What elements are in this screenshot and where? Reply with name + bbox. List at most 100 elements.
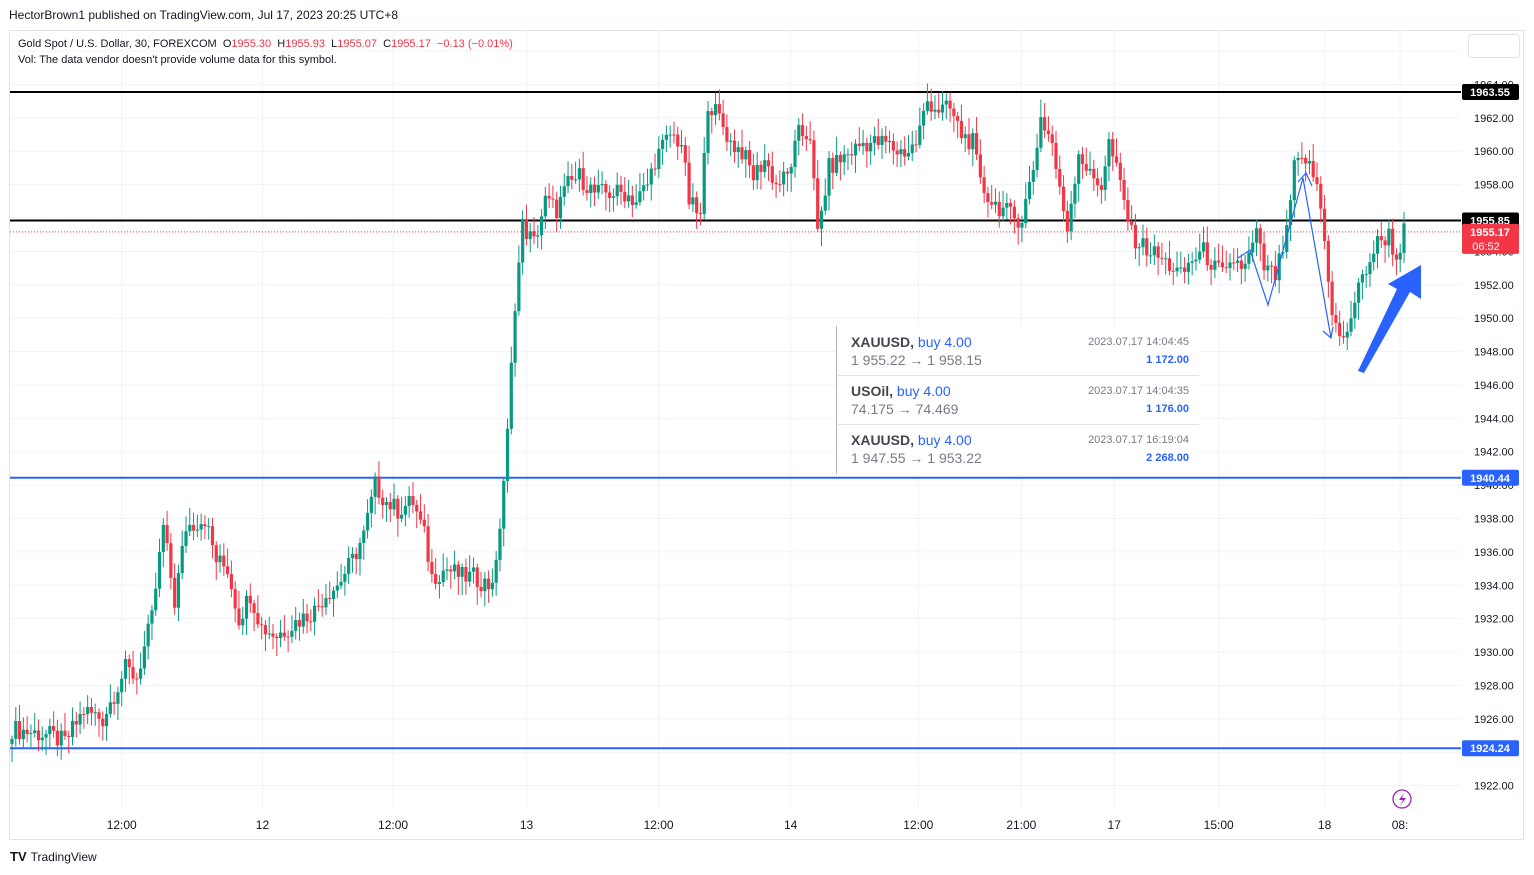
price-axis: 1966.001964.001962.001960.001958.001956.… (1474, 46, 1514, 793)
trade-row[interactable]: XAUUSD, buy 4.00 1 955.22 → 1 958.15 202… (837, 326, 1199, 376)
symbol-name[interactable]: Gold Spot / U.S. Dollar, 30, FOREXCOM (18, 38, 217, 50)
candle (589, 177, 593, 208)
candle (430, 548, 434, 583)
candle (1031, 161, 1035, 195)
candle (1213, 247, 1217, 279)
candle (1398, 243, 1402, 273)
candle-body (1319, 184, 1323, 209)
candle (918, 107, 922, 149)
candle-body (740, 147, 744, 160)
candle-body (157, 552, 162, 589)
candle (256, 595, 260, 629)
candle (827, 151, 831, 211)
candle-body (721, 113, 725, 128)
candle (131, 650, 135, 685)
high-value: 1955.93 (285, 38, 325, 50)
price-tick-label: 1934.00 (1474, 580, 1514, 592)
candle (445, 557, 449, 581)
candle-body (1224, 267, 1228, 269)
candle (800, 113, 805, 146)
candle (426, 513, 430, 572)
candle-body (154, 588, 158, 611)
candle-body (1326, 240, 1330, 282)
legend-line-symbol: Gold Spot / U.S. Dollar, 30, FOREXCOM O1… (18, 36, 513, 52)
price-tick-label: 1946.00 (1474, 380, 1514, 392)
candle (1322, 195, 1327, 250)
candle-body (1080, 154, 1085, 165)
candle-body (415, 504, 419, 512)
time-tick-label: 14 (784, 818, 798, 832)
candle-body (108, 702, 112, 714)
candle (1137, 243, 1141, 266)
grid-lines (10, 31, 1461, 809)
candle (1353, 291, 1357, 329)
candle-body (248, 595, 252, 604)
candle (59, 723, 63, 760)
time-tick-label: 15:00 (1204, 818, 1234, 832)
candle (1186, 253, 1190, 285)
candle-body (634, 202, 638, 205)
candle (63, 712, 67, 740)
candle (974, 116, 979, 161)
candle (150, 604, 154, 641)
candle (623, 177, 627, 209)
candle (551, 185, 555, 209)
candle-body (729, 140, 733, 142)
candle-body (191, 524, 196, 531)
candle-body (710, 111, 714, 116)
candle (210, 517, 215, 559)
candle (1224, 250, 1228, 273)
candle-body (422, 519, 426, 527)
candle (770, 151, 774, 191)
candle (1111, 131, 1115, 171)
candle-body (566, 175, 570, 187)
open-value: 1955.30 (231, 38, 272, 50)
candle-body (778, 184, 782, 186)
candle (729, 133, 733, 157)
candle (865, 137, 869, 168)
candle (1009, 198, 1013, 225)
candle (1160, 242, 1164, 266)
candle-body (479, 586, 483, 592)
candle-body (869, 142, 873, 152)
candle (653, 153, 657, 176)
candle-body (445, 569, 449, 571)
candle-body (1368, 262, 1372, 275)
candle-body (309, 621, 313, 623)
candle-body (286, 636, 290, 638)
price-tick-label: 1932.00 (1474, 614, 1514, 626)
candle (1092, 159, 1096, 192)
candle (759, 160, 763, 190)
close-label: C (383, 38, 392, 50)
candle-body (199, 524, 203, 530)
candle (1043, 102, 1047, 139)
high-label: H (277, 38, 286, 50)
candle (657, 136, 661, 179)
candle-body (297, 620, 302, 627)
candle-body (687, 162, 691, 205)
candle (93, 703, 97, 726)
candle-body (97, 712, 101, 719)
time-tick-label: 18 (1318, 818, 1332, 832)
candle-body (1160, 257, 1164, 259)
candle (793, 129, 797, 178)
candle-body (1024, 198, 1028, 223)
candle-body (725, 127, 729, 142)
candle-body (574, 179, 578, 181)
candle-body (808, 139, 812, 141)
tradingview-logo[interactable]: TV TradingView (10, 849, 97, 864)
candle (1296, 151, 1300, 176)
candle (642, 172, 646, 201)
trade-row[interactable]: XAUUSD, buy 4.00 1 947.55 → 1 953.22 202… (837, 424, 1199, 473)
candle-body (229, 574, 233, 590)
candle (1258, 224, 1262, 262)
candle-body (1179, 267, 1183, 269)
candle-body (1307, 161, 1312, 164)
trade-row[interactable]: USOil, buy 4.00 74.175 → 74.469 2023.07.… (837, 375, 1199, 425)
trade-symbol: XAUUSD, buy 4.00 (851, 432, 972, 448)
candle (592, 176, 597, 207)
candle-body (952, 108, 956, 117)
candle (1357, 277, 1361, 320)
scale-settings-button[interactable] (1468, 34, 1520, 58)
